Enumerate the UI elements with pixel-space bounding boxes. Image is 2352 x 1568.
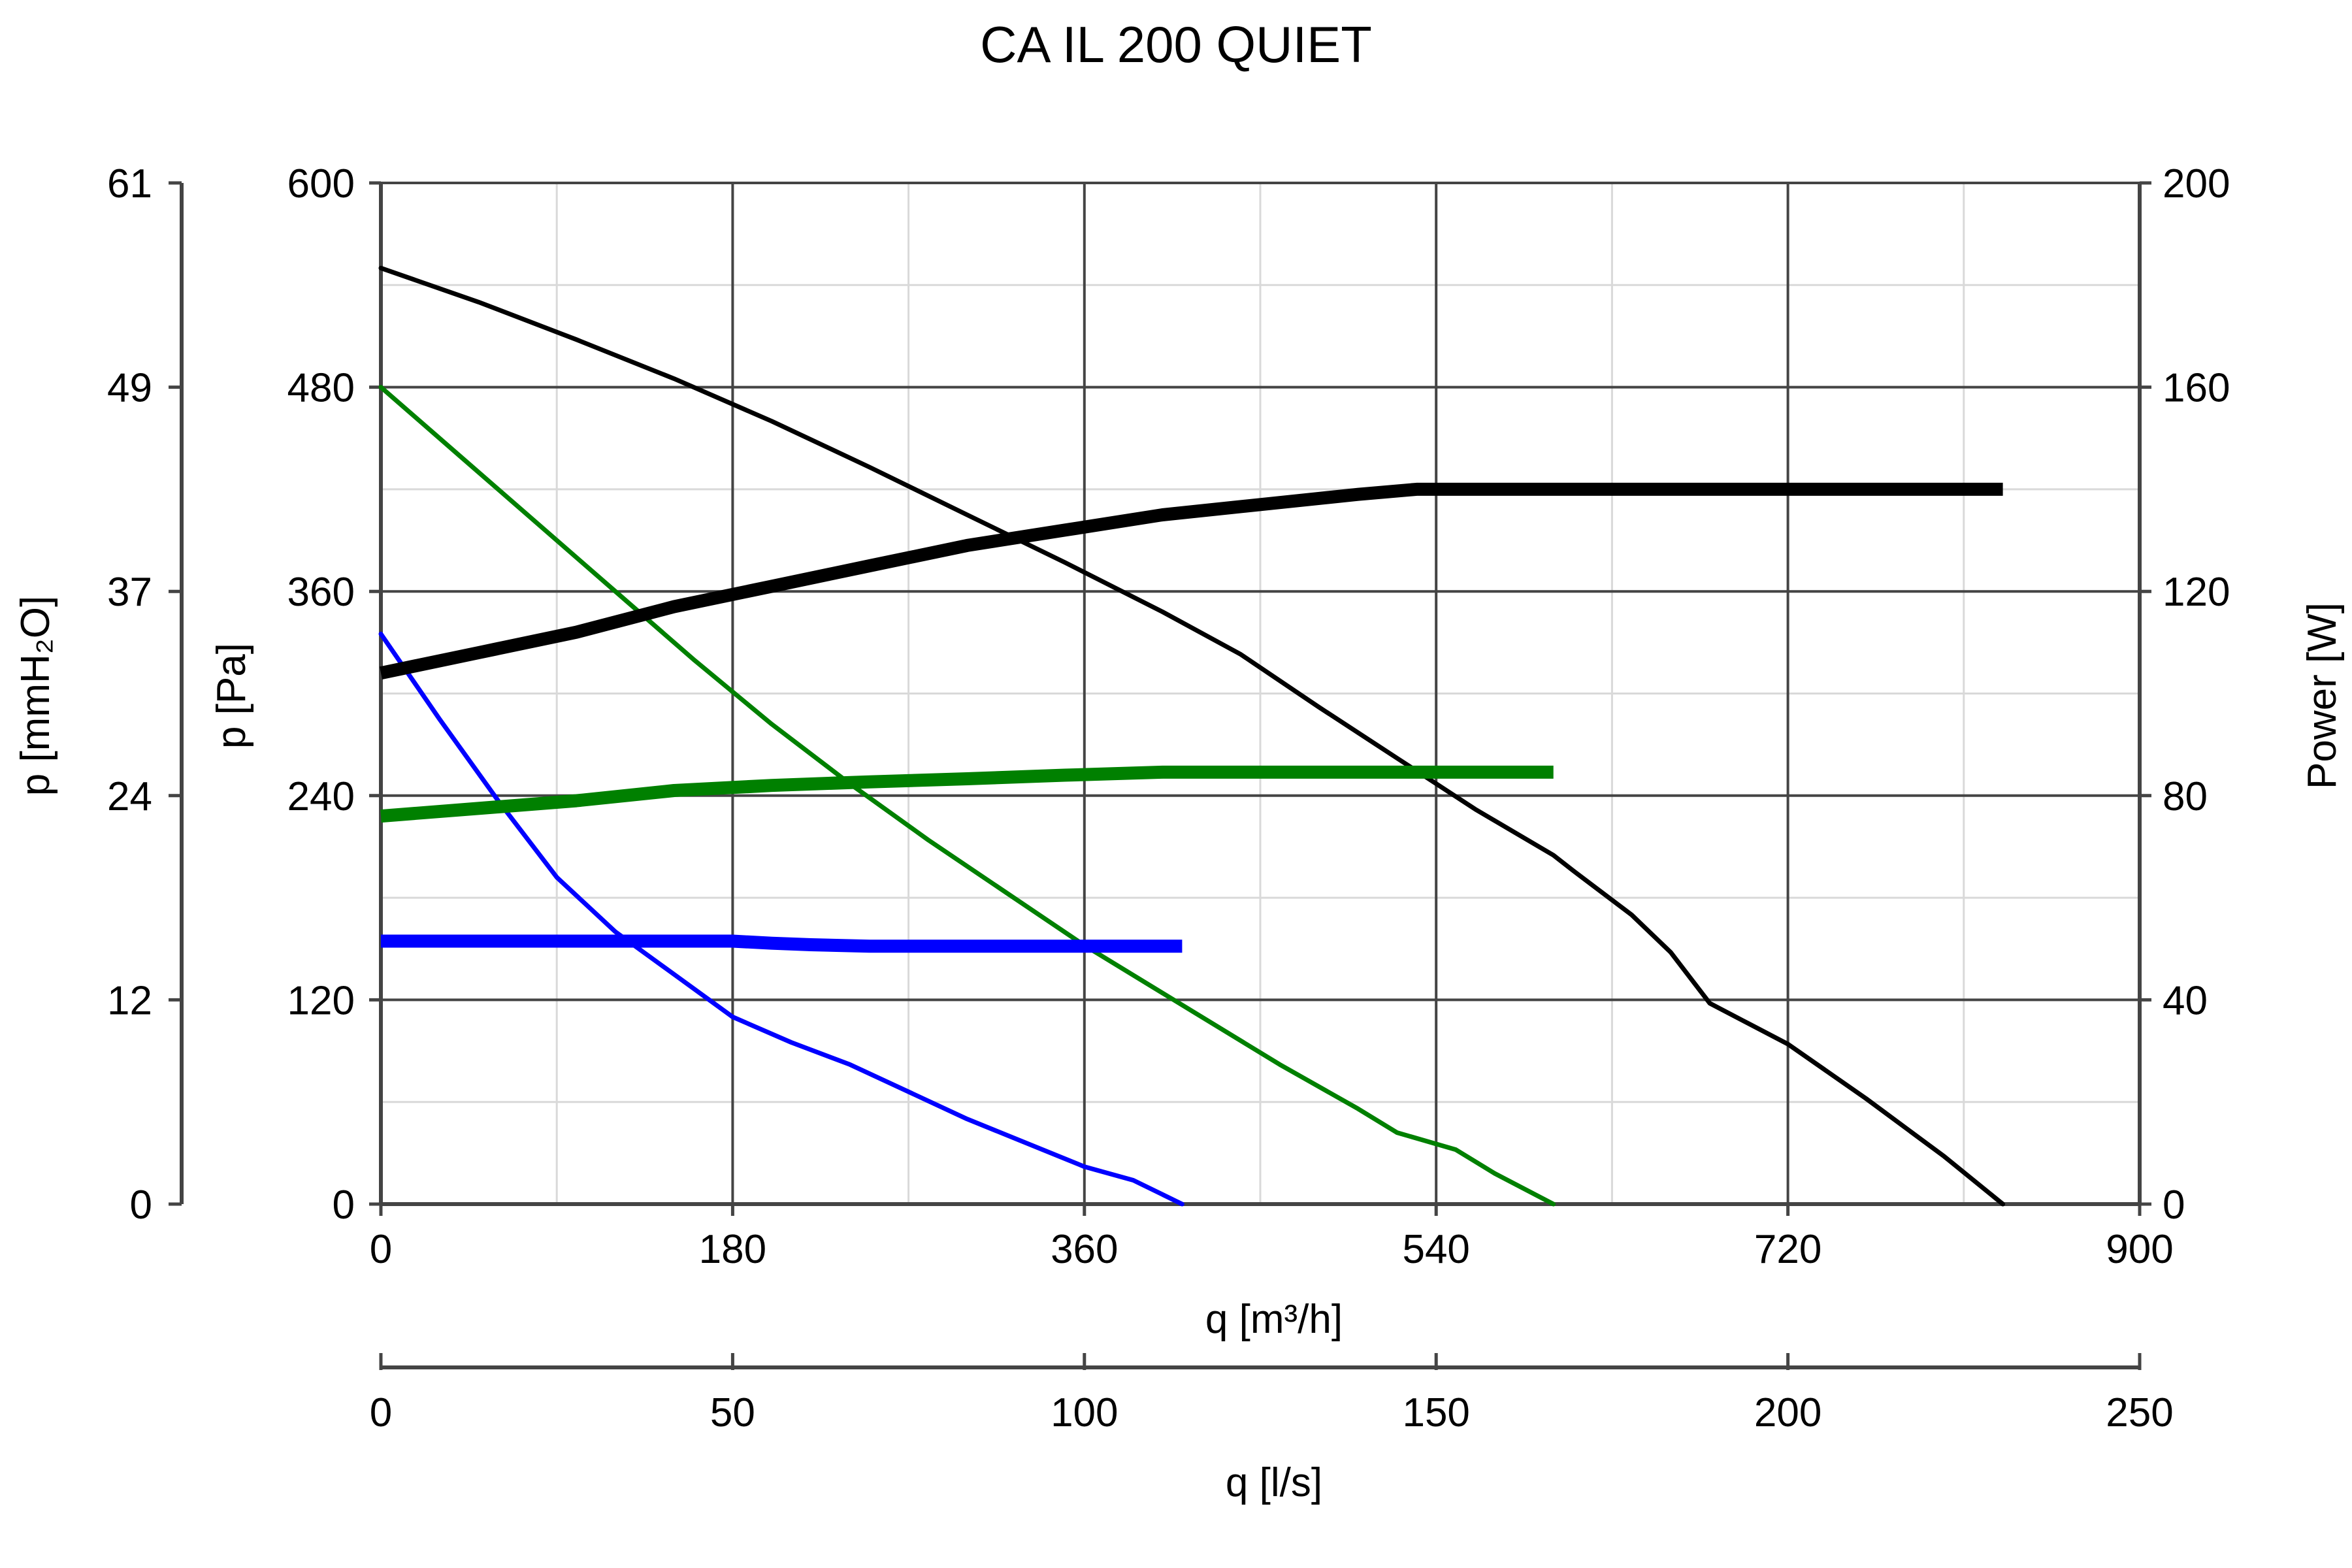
y-left-tick-label: 0	[130, 1183, 152, 1228]
y-tick-label: 600	[287, 161, 355, 206]
chart-title: CA IL 200 QUIET	[980, 16, 1372, 73]
y-tick-label: 480	[287, 366, 355, 411]
y-right-tick-label: 80	[2163, 774, 2208, 819]
y-right-tick-label: 40	[2163, 978, 2208, 1023]
x2-tick-label: 250	[2106, 1390, 2173, 1435]
x2-tick-label: 150	[1402, 1390, 1469, 1435]
y-axis-title: p [Pa]	[209, 643, 254, 749]
y-left-tick-label: 24	[107, 774, 152, 819]
y-tick-label: 360	[287, 570, 355, 615]
y-right-tick-label: 120	[2163, 570, 2230, 615]
y-right-tick-label: 200	[2163, 161, 2230, 206]
y-right-tick-label: 0	[2163, 1183, 2185, 1228]
x-tick-label: 900	[2106, 1227, 2173, 1272]
pressure-curve-blue	[378, 631, 1184, 1207]
x-tick-label: 0	[370, 1227, 392, 1272]
x2-tick-label: 200	[1754, 1390, 1821, 1435]
x-axis-title: q [m³/h]	[1205, 1297, 1343, 1342]
y-tick-label: 0	[333, 1183, 355, 1228]
pressure-curve-black	[378, 265, 2006, 1207]
y-right-tick-label: 160	[2163, 366, 2230, 411]
y-tick-label: 120	[287, 978, 355, 1023]
x2-axis-title: q [l/s]	[1226, 1460, 1322, 1505]
power-curve-black	[379, 482, 2003, 679]
x-tick-label: 540	[1402, 1227, 1469, 1272]
x2-tick-label: 100	[1051, 1390, 1118, 1435]
x-tick-label: 180	[699, 1227, 766, 1272]
y-left-tick-label: 12	[107, 978, 152, 1023]
y-tick-label: 240	[287, 774, 355, 819]
x-tick-label: 360	[1051, 1227, 1118, 1272]
y-left-tick-label: 49	[107, 366, 152, 411]
power-curve-green	[380, 765, 1554, 823]
pressure-curve-green	[378, 385, 1556, 1207]
x-tick-label: 720	[1754, 1227, 1821, 1272]
y-right-axis-title: Power [W]	[2300, 602, 2345, 789]
y-left-tick-label: 37	[107, 570, 152, 615]
power-curve-blue	[381, 934, 1183, 953]
series-lines	[378, 265, 2006, 1207]
y-left-axis-title: p [mmH₂O]	[13, 596, 58, 796]
y-left-tick-label: 61	[107, 161, 152, 206]
x2-tick-label: 0	[370, 1390, 392, 1435]
x2-tick-label: 50	[710, 1390, 755, 1435]
